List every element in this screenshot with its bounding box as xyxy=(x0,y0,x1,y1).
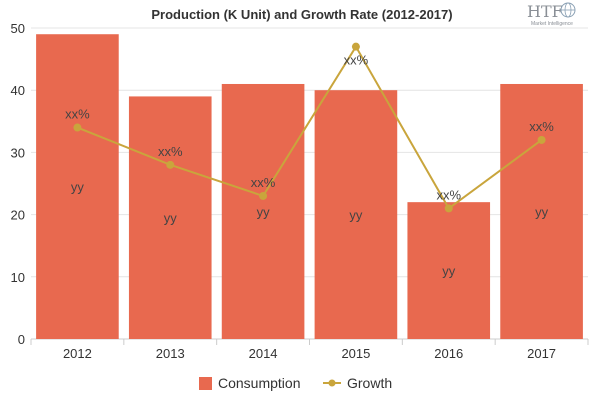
logo-subtitle: Market Intelligence xyxy=(531,21,573,27)
logo-text: HTF xyxy=(527,2,563,21)
x-tick-label: 2012 xyxy=(63,346,92,361)
axes: 0 10 20 30 40 50 2012 2013 2014 2015 2016 2017 xyxy=(11,21,589,361)
x-tick-label: 2014 xyxy=(249,346,278,361)
bar-value-label: yy xyxy=(257,204,271,219)
x-tick-label: 2013 xyxy=(156,346,185,361)
bar-value-label: yy xyxy=(164,211,178,226)
y-tick-label: 10 xyxy=(11,270,25,285)
bars-group xyxy=(36,34,583,339)
x-tick-label: 2016 xyxy=(434,346,463,361)
growth-point xyxy=(444,204,453,213)
growth-point xyxy=(537,135,546,144)
bar-2015 xyxy=(314,90,398,339)
bar-value-label: yy xyxy=(71,180,85,195)
bar-2013 xyxy=(128,96,212,339)
growth-point xyxy=(351,42,360,51)
bar-value-label: yy xyxy=(535,204,549,219)
chart-title: Production (K Unit) and Growth Rate (201… xyxy=(151,7,452,22)
growth-line-group xyxy=(73,42,546,213)
x-tick-label: 2015 xyxy=(341,346,370,361)
bar-2014 xyxy=(221,83,305,339)
growth-line xyxy=(77,44,543,210)
growth-value-label: xx% xyxy=(65,107,90,122)
y-tick-label: 20 xyxy=(11,208,25,223)
globe-icon xyxy=(560,2,576,18)
bar-value-label: yy xyxy=(442,264,456,279)
growth-value-label: xx% xyxy=(344,53,369,68)
legend-marker-growth xyxy=(328,379,336,387)
y-tick-label: 40 xyxy=(11,83,25,98)
y-tick-label: 50 xyxy=(11,21,25,36)
growth-labels-group: xx% xx% xx% xx% xx% xx% xyxy=(65,53,554,203)
bar-labels-group: yy yy yy yy yy yy xyxy=(71,180,549,279)
legend: Consumption Growth xyxy=(199,375,392,391)
x-tick-label: 2017 xyxy=(527,346,556,361)
growth-value-label: xx% xyxy=(436,187,461,202)
bar-2017 xyxy=(500,83,583,339)
htf-logo: HTF Market Intelligence xyxy=(527,2,576,27)
y-tick-label: 30 xyxy=(11,145,25,160)
grid-lines xyxy=(31,27,588,278)
growth-point xyxy=(166,160,175,169)
bar-2012 xyxy=(36,34,119,339)
bar-value-label: yy xyxy=(349,208,363,223)
legend-label-consumption: Consumption xyxy=(218,375,301,391)
growth-point xyxy=(259,191,268,200)
growth-value-label: xx% xyxy=(529,119,554,134)
bar-2016 xyxy=(407,202,491,339)
legend-label-growth: Growth xyxy=(347,375,392,391)
growth-value-label: xx% xyxy=(251,175,276,190)
growth-value-label: xx% xyxy=(158,144,183,159)
y-tick-label: 0 xyxy=(18,332,25,347)
growth-point xyxy=(73,123,82,132)
legend-swatch-consumption xyxy=(199,377,212,390)
